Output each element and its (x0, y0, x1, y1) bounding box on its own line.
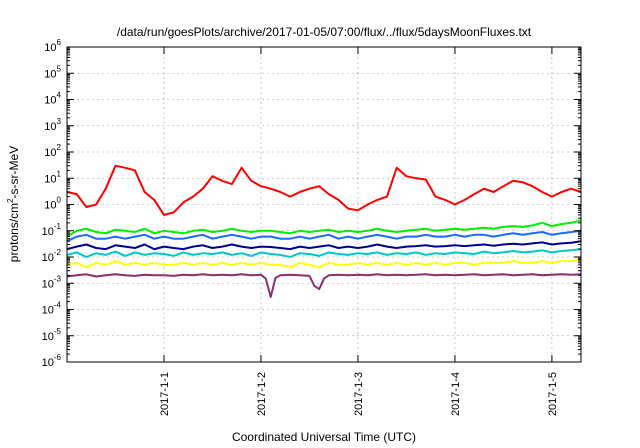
y-tick-label-base: 10 (44, 147, 56, 159)
y-axis-label-sup: 2 (6, 198, 15, 203)
y-tick-label-base: 10 (42, 331, 54, 343)
x-tick-label: 2017-1-4 (450, 372, 462, 416)
y-tick-label-base: 10 (42, 252, 54, 264)
y-tick-label-base: 10 (42, 305, 54, 317)
y-tick-label: 105 (44, 64, 61, 80)
series-line-4 (66, 248, 582, 258)
series-line-2 (66, 219, 582, 238)
y-tick-label-exponent: -4 (54, 301, 62, 310)
y-tick-label: 106 (44, 38, 61, 54)
y-tick-label-base: 10 (44, 68, 56, 80)
y-tick-label-exponent: 6 (57, 38, 62, 47)
y-tick-label: 10-2 (42, 248, 62, 264)
y-tick-label-exponent: 2 (57, 143, 62, 152)
y-tick-label-base: 10 (44, 121, 56, 133)
series-line-1 (66, 164, 582, 216)
y-tick-label-base: 10 (42, 226, 54, 238)
y-tick-label: 10-3 (42, 274, 62, 290)
y-tick-label: 10-1 (42, 222, 62, 238)
y-tick-label: 10-4 (42, 301, 62, 317)
y-tick-label: 10-5 (42, 327, 62, 343)
series-layer (66, 164, 582, 298)
y-tick-label: 101 (44, 169, 61, 185)
y-tick-label-exponent: -2 (54, 248, 62, 257)
y-tick-label-base: 10 (44, 42, 56, 54)
y-tick-label: 104 (44, 91, 61, 107)
x-axis-label: Coordinated Universal Time (UTC) (232, 430, 416, 444)
y-tick-label-exponent: -1 (54, 222, 62, 231)
y-tick-label-base: 10 (44, 173, 56, 185)
x-tick-label: 2017-1-1 (159, 372, 171, 416)
series-line-5 (66, 240, 582, 251)
y-tick-label-exponent: 3 (57, 117, 62, 126)
grid (67, 47, 581, 362)
y-tick-label-base: 10 (44, 200, 56, 212)
y-tick-label: 10-6 (42, 353, 62, 369)
series-line-7 (66, 273, 582, 298)
y-tick-label: 102 (44, 143, 61, 159)
x-axis-ticks: 2017-1-1 2017-1-2 2017-1-3 2017-1-4 2017-1-5 (159, 47, 559, 416)
y-tick-label-exponent: 0 (57, 196, 62, 205)
y-axis-ticks: 10-610-510-410-310-210-11001011021031041… (42, 38, 581, 369)
series-line-6 (66, 258, 582, 269)
y-tick-label-base: 10 (42, 357, 54, 369)
y-tick-label-exponent: -3 (54, 274, 62, 283)
y-tick-label-exponent: -5 (54, 327, 62, 336)
y-tick-label-exponent: 4 (57, 91, 62, 100)
x-tick-label: 2017-1-3 (353, 372, 365, 416)
y-tick-label-exponent: 1 (57, 169, 62, 178)
y-tick-label-exponent: -6 (54, 353, 62, 362)
y-axis-label-rest: -s-sr-MeV (7, 146, 21, 199)
y-tick-label-base: 10 (44, 95, 56, 107)
y-axis-label: protons/cm2-s-sr-MeV (6, 146, 21, 262)
y-tick-label-base: 10 (42, 278, 54, 290)
y-axis-label-base: protons/cm (7, 203, 21, 262)
y-tick-label: 100 (44, 196, 61, 212)
y-tick-label: 103 (44, 117, 61, 133)
x-tick-label: 2017-1-5 (547, 372, 559, 416)
chart-title: /data/run/goesPlots/archive/2017-01-05/0… (117, 25, 532, 39)
y-tick-label-exponent: 5 (57, 64, 62, 73)
series-line-3 (66, 229, 582, 243)
x-tick-label: 2017-1-2 (256, 372, 268, 416)
